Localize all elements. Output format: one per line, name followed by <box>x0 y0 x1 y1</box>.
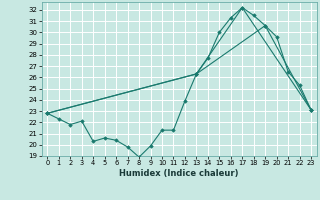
X-axis label: Humidex (Indice chaleur): Humidex (Indice chaleur) <box>119 169 239 178</box>
